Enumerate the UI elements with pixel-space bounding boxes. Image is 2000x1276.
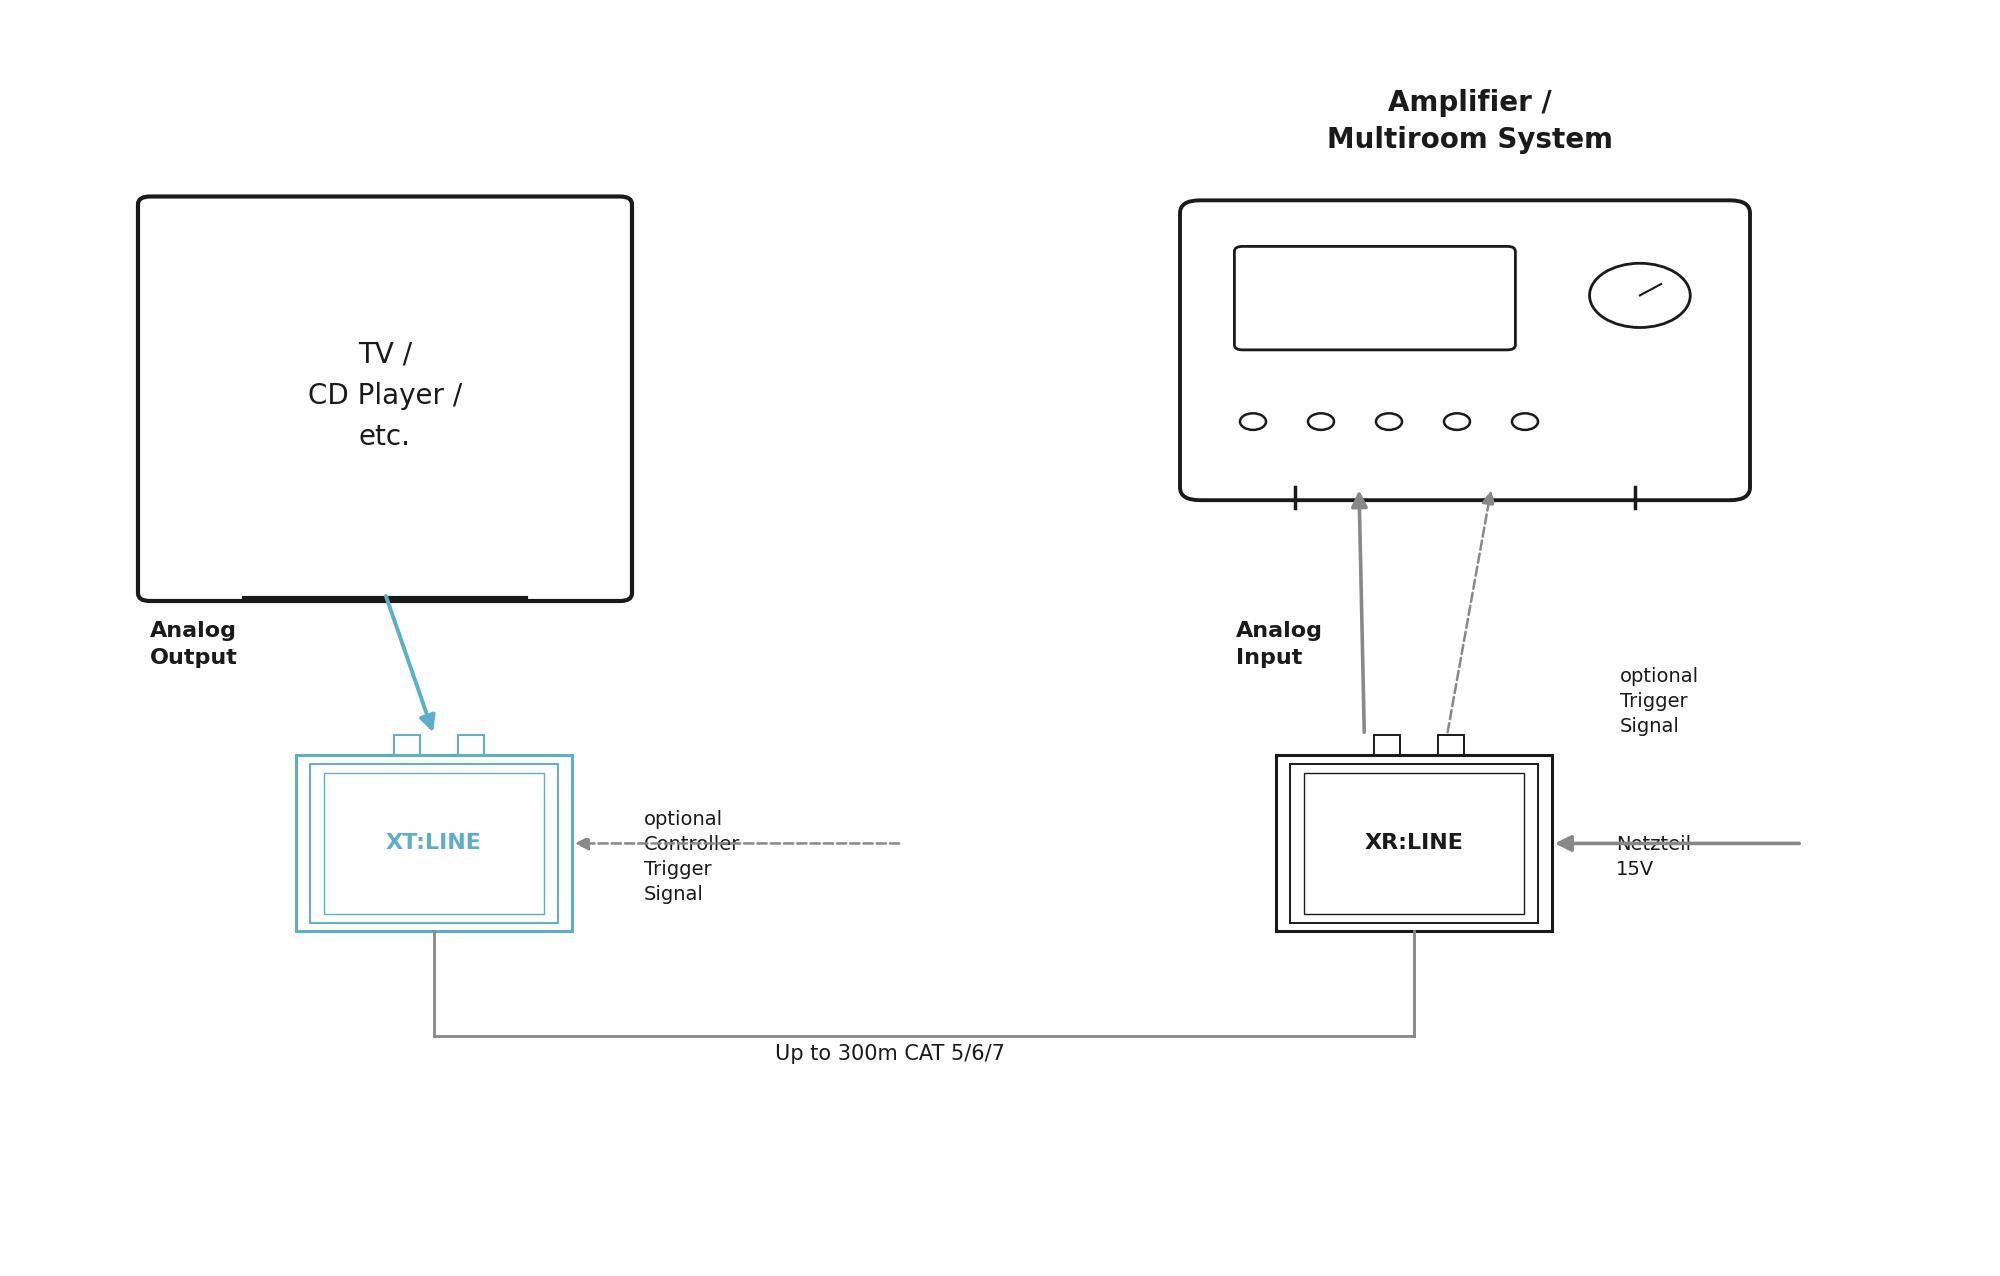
FancyBboxPatch shape [296,755,572,931]
Text: TV /
CD Player /
etc.: TV / CD Player / etc. [308,341,462,450]
Text: Netzteil
15V: Netzteil 15V [1616,836,1692,879]
FancyBboxPatch shape [394,735,420,755]
Circle shape [1376,413,1402,430]
Text: Analog
Output: Analog Output [150,621,238,667]
FancyBboxPatch shape [1304,773,1524,914]
FancyBboxPatch shape [138,197,632,601]
Circle shape [1512,413,1538,430]
Circle shape [1240,413,1266,430]
Circle shape [1308,413,1334,430]
FancyBboxPatch shape [1180,200,1750,500]
FancyBboxPatch shape [458,735,484,755]
FancyBboxPatch shape [324,773,544,914]
FancyBboxPatch shape [1438,735,1464,755]
FancyBboxPatch shape [1374,735,1400,755]
Text: Amplifier /
Multiroom System: Amplifier / Multiroom System [1328,89,1612,153]
Circle shape [1590,263,1690,328]
Text: XR:LINE: XR:LINE [1364,833,1464,854]
FancyBboxPatch shape [1234,246,1516,350]
Text: optional
Controller
Trigger
Signal: optional Controller Trigger Signal [644,810,740,905]
Text: Analog
Input: Analog Input [1236,621,1324,667]
FancyBboxPatch shape [1276,755,1552,931]
FancyBboxPatch shape [1290,764,1538,923]
Text: optional
Trigger
Signal: optional Trigger Signal [1620,667,1700,736]
Text: Up to 300m CAT 5/6/7: Up to 300m CAT 5/6/7 [776,1044,1004,1064]
Circle shape [1444,413,1470,430]
Text: XT:LINE: XT:LINE [386,833,482,854]
FancyBboxPatch shape [310,764,558,923]
